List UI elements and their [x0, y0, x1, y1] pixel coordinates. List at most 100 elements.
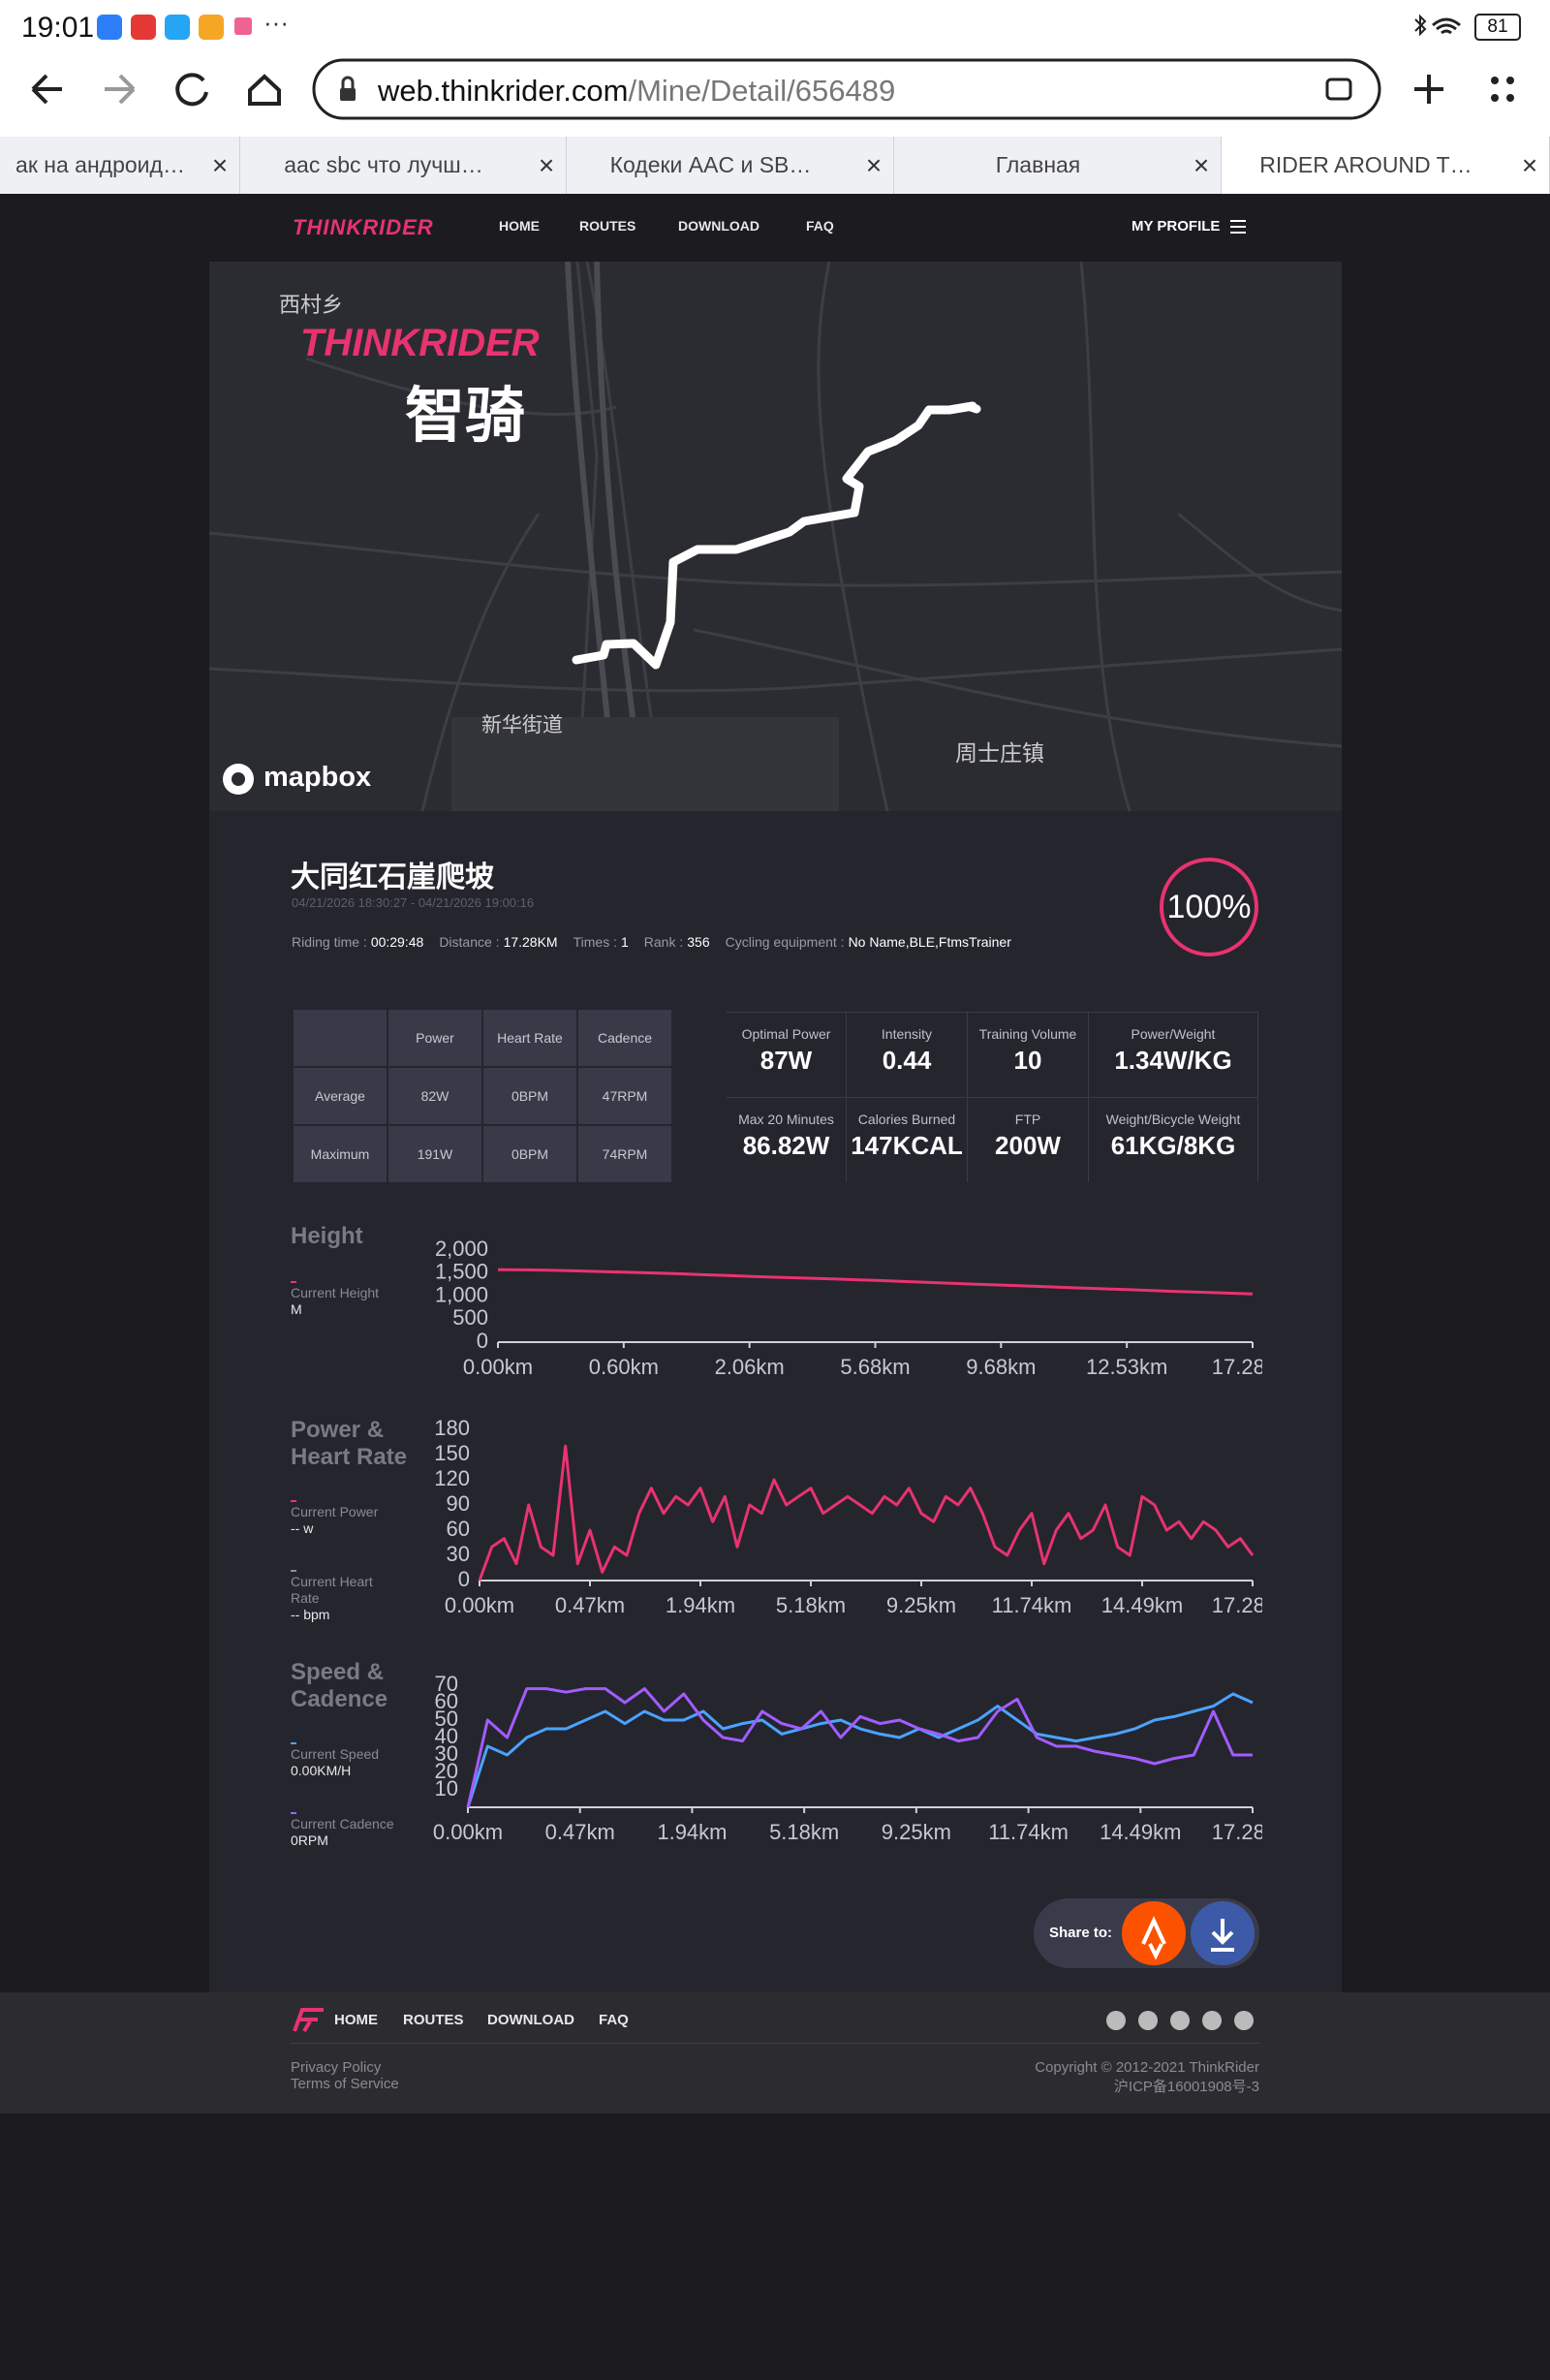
legend-label: Current Heart Rate — [291, 1574, 373, 1606]
app-icon — [234, 17, 252, 35]
share-buttons — [1122, 1901, 1255, 1965]
terms-link[interactable]: Terms of Service — [291, 2076, 399, 2092]
tab-strip: ак на андроид… × аас sbc что лучш… × Кодеки … — [0, 137, 1550, 194]
instagram[interactable] — [1170, 2011, 1190, 2030]
ride-meta: Riding time :00:29:48 Distance :17.28KM Ti… — [292, 934, 1027, 950]
meta-value: No Name,BLE,FtmsTrainer — [848, 934, 1011, 950]
icp: 沪ICP备16001908号-3 — [1113, 2079, 1259, 2095]
map: 西村乡 THINKRIDER 智骑 新华街道 周士庄镇 mapbox — [209, 262, 1342, 811]
lock-icon — [340, 88, 356, 101]
metric: Calories Burned 147KCAL — [847, 1097, 968, 1182]
share-label: Share to: — [1049, 1925, 1113, 1941]
metric-value: 147KCAL — [851, 1131, 963, 1160]
metric-value: 61KG/8KG — [1110, 1131, 1236, 1160]
footer-link[interactable]: FAQ — [599, 2012, 629, 2028]
address-bar: web.thinkrider.com/Mine/Detail/656489 — [0, 53, 1550, 137]
footer-link[interactable]: HOME — [334, 2012, 378, 2028]
map-roads — [209, 262, 1342, 811]
meta-label: Riding time : — [292, 934, 367, 950]
table-cell: 191W — [388, 1126, 481, 1182]
table-cell: Average — [294, 1068, 387, 1124]
table-corner — [294, 1010, 387, 1066]
table-row: Maximum 191W 0BPM 74RPM — [294, 1126, 671, 1182]
metric: FTP 200W — [968, 1097, 1089, 1182]
url-host: web.thinkrider.com — [378, 74, 629, 108]
youtube[interactable] — [1202, 2011, 1222, 2030]
chart-title: Height — [291, 1223, 363, 1249]
tab[interactable]: ак на андроид… × — [0, 137, 240, 194]
metric-value: 87W — [760, 1046, 813, 1075]
legend-reading: 0.00KM/H — [291, 1763, 352, 1778]
footer: HOME ROUTES DOWNLOAD FAQ Privacy Policy Ter… — [0, 1992, 1550, 2114]
browser-controls — [31, 58, 1514, 120]
twitter[interactable] — [1138, 2011, 1158, 2030]
tab-close[interactable]: × — [1193, 149, 1210, 180]
tab[interactable]: RIDER AROUND T… × — [1222, 137, 1550, 194]
table-cell: 0BPM — [483, 1068, 576, 1124]
hamburger[interactable] — [1230, 219, 1248, 235]
table-cell: 0BPM — [483, 1126, 576, 1182]
nav-link[interactable]: ROUTES — [579, 218, 636, 234]
table-cell: 74RPM — [578, 1126, 671, 1182]
legend-item: Current Heart Rate -- bpm — [291, 1570, 402, 1623]
status-bar: 19:01 ··· 81 — [0, 0, 1550, 53]
nav-link[interactable]: DOWNLOAD — [678, 218, 760, 234]
metric: Max 20 Minutes 86.82W — [727, 1097, 847, 1182]
metric-label: Power/Weight — [1131, 1026, 1216, 1042]
forward-button[interactable] — [105, 74, 136, 105]
legend-label: Current Height — [291, 1285, 380, 1300]
metric: Optimal Power 87W — [727, 1012, 847, 1097]
nav-link[interactable]: HOME — [499, 218, 540, 234]
reload-button[interactable] — [175, 73, 208, 107]
meta-value: 17.28KM — [503, 934, 558, 950]
copyright: Copyright © 2012-2021 ThinkRider — [1035, 2059, 1259, 2076]
table-header-row: Power Heart Rate Cadence — [294, 1010, 671, 1066]
home-button[interactable] — [248, 74, 281, 106]
tab-title: Кодеки AAC и SB… — [609, 152, 812, 177]
tab-title: Главная — [995, 152, 1081, 177]
clock: 19:01 — [21, 12, 95, 44]
battery: 81 — [1474, 14, 1521, 41]
map-attribution[interactable]: mapbox — [264, 762, 372, 793]
profile-link[interactable]: MY PROFILE — [1132, 218, 1221, 235]
site-logo[interactable]: THINKRIDER — [293, 215, 434, 239]
app-icon — [131, 15, 156, 40]
meta-label: Times : — [573, 934, 617, 950]
metric-label: Weight/Bicycle Weight — [1105, 1112, 1241, 1127]
strava-button[interactable] — [1122, 1901, 1186, 1965]
metrics-grid: Optimal Power 87W Intensity 0.44 Training Vo… — [727, 1012, 1258, 1182]
nav-link[interactable]: FAQ — [806, 218, 834, 234]
footer-logo[interactable] — [291, 2008, 326, 2033]
tab-close[interactable]: × — [538, 149, 555, 180]
menu-button[interactable] — [1491, 77, 1514, 102]
footer-link[interactable]: DOWNLOAD — [487, 2012, 574, 2028]
table-header: Heart Rate — [483, 1010, 576, 1066]
footer-link[interactable]: ROUTES — [403, 2012, 464, 2028]
metric: Weight/Bicycle Weight 61KG/8KG — [1089, 1097, 1258, 1182]
legend-item: Current Speed 0.00KM/H — [291, 1742, 402, 1779]
tab[interactable]: аас sbc что лучш… × — [240, 137, 567, 194]
legend-reading: -- w — [291, 1520, 314, 1536]
metric-label: Calories Burned — [857, 1112, 956, 1127]
url-field[interactable] — [312, 58, 1381, 120]
tab-close[interactable]: × — [211, 149, 229, 180]
back-button[interactable] — [31, 74, 62, 105]
url: web.thinkrider.com/Mine/Detail/656489 — [378, 74, 895, 109]
url-path: /Mine/Detail/656489 — [628, 74, 896, 108]
app-icon — [165, 15, 190, 40]
tab-close[interactable]: × — [865, 149, 883, 180]
app-icon — [199, 15, 224, 40]
facebook[interactable] — [1106, 2011, 1126, 2030]
metric-label: Optimal Power — [741, 1026, 831, 1042]
new-tab-button[interactable] — [1414, 75, 1443, 104]
metric: Power/Weight 1.34W/KG — [1089, 1012, 1258, 1097]
tab-switch-icon[interactable] — [1325, 78, 1352, 101]
tab[interactable]: Главная × — [894, 137, 1222, 194]
strava[interactable] — [1234, 2011, 1254, 2030]
tab-close[interactable]: × — [1521, 149, 1538, 180]
tab[interactable]: Кодеки AAC и SB… × — [567, 137, 894, 194]
table-header: Cadence — [578, 1010, 671, 1066]
connectivity-icons — [1414, 14, 1461, 37]
share-bar: Share to: — [1034, 1898, 1259, 1968]
privacy-link[interactable]: Privacy Policy — [291, 2059, 382, 2076]
